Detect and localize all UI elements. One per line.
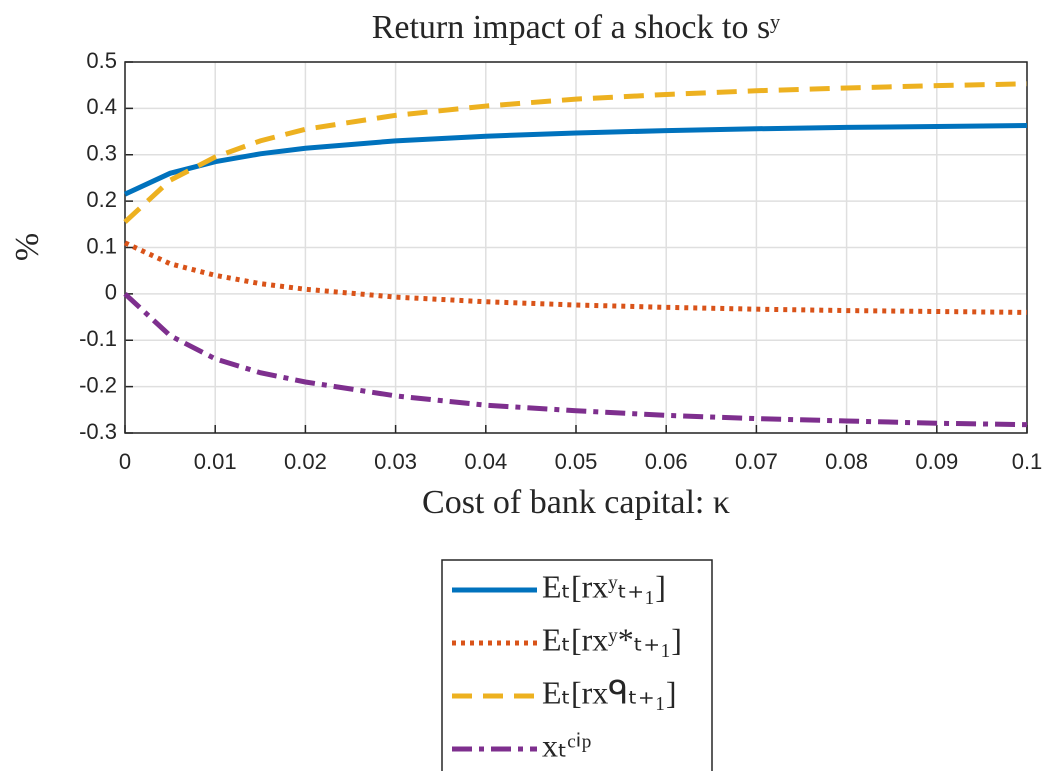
y-tick-label: 0: [105, 280, 117, 305]
x-tick-label: 0.02: [284, 449, 327, 474]
y-axis-label: %: [9, 233, 46, 261]
y-tick-label: -0.1: [79, 326, 117, 351]
legend-label: Eₜ[rxʸₜ₊₁]: [542, 568, 666, 604]
line-series: [123, 292, 1028, 428]
legend-label: xₜᶜⁱᵖ: [542, 727, 591, 763]
x-tick-label: 0.01: [194, 449, 237, 474]
x-tick-label: 0: [119, 449, 131, 474]
y-tick-label: 0.4: [86, 94, 117, 119]
x-tick-label: 0.08: [825, 449, 868, 474]
legend-box: [441, 559, 713, 771]
line-series: [123, 123, 1028, 197]
x-tick-label: 0.07: [735, 449, 778, 474]
y-tick-label: -0.2: [79, 372, 117, 397]
x-tick-label: 0.04: [464, 449, 507, 474]
line-series: [123, 240, 1028, 315]
legend-label: Eₜ[rxʸ*ₜ₊₁]: [542, 621, 682, 657]
x-axis-label: Cost of bank capital: κ: [422, 484, 730, 521]
x-tick-label: 0.06: [645, 449, 688, 474]
x-tick-label: 0.1: [1012, 449, 1043, 474]
y-tick-label: 0.5: [86, 48, 117, 73]
y-tick-label: 0.1: [86, 233, 117, 258]
x-tick-label: 0.03: [374, 449, 417, 474]
chart-title: Return impact of a shock to sʸ: [372, 9, 781, 46]
y-tick-label: 0.2: [86, 187, 117, 212]
y-tick-label: -0.3: [79, 419, 117, 444]
legend-label: Eₜ[rxᑫₜ₊₁]: [542, 674, 677, 710]
x-tick-label: 0.09: [915, 449, 958, 474]
y-tick-label: 0.3: [86, 141, 117, 166]
x-tick-label: 0.05: [555, 449, 598, 474]
line-series: [123, 81, 1028, 224]
plot-frame: [124, 61, 1028, 434]
